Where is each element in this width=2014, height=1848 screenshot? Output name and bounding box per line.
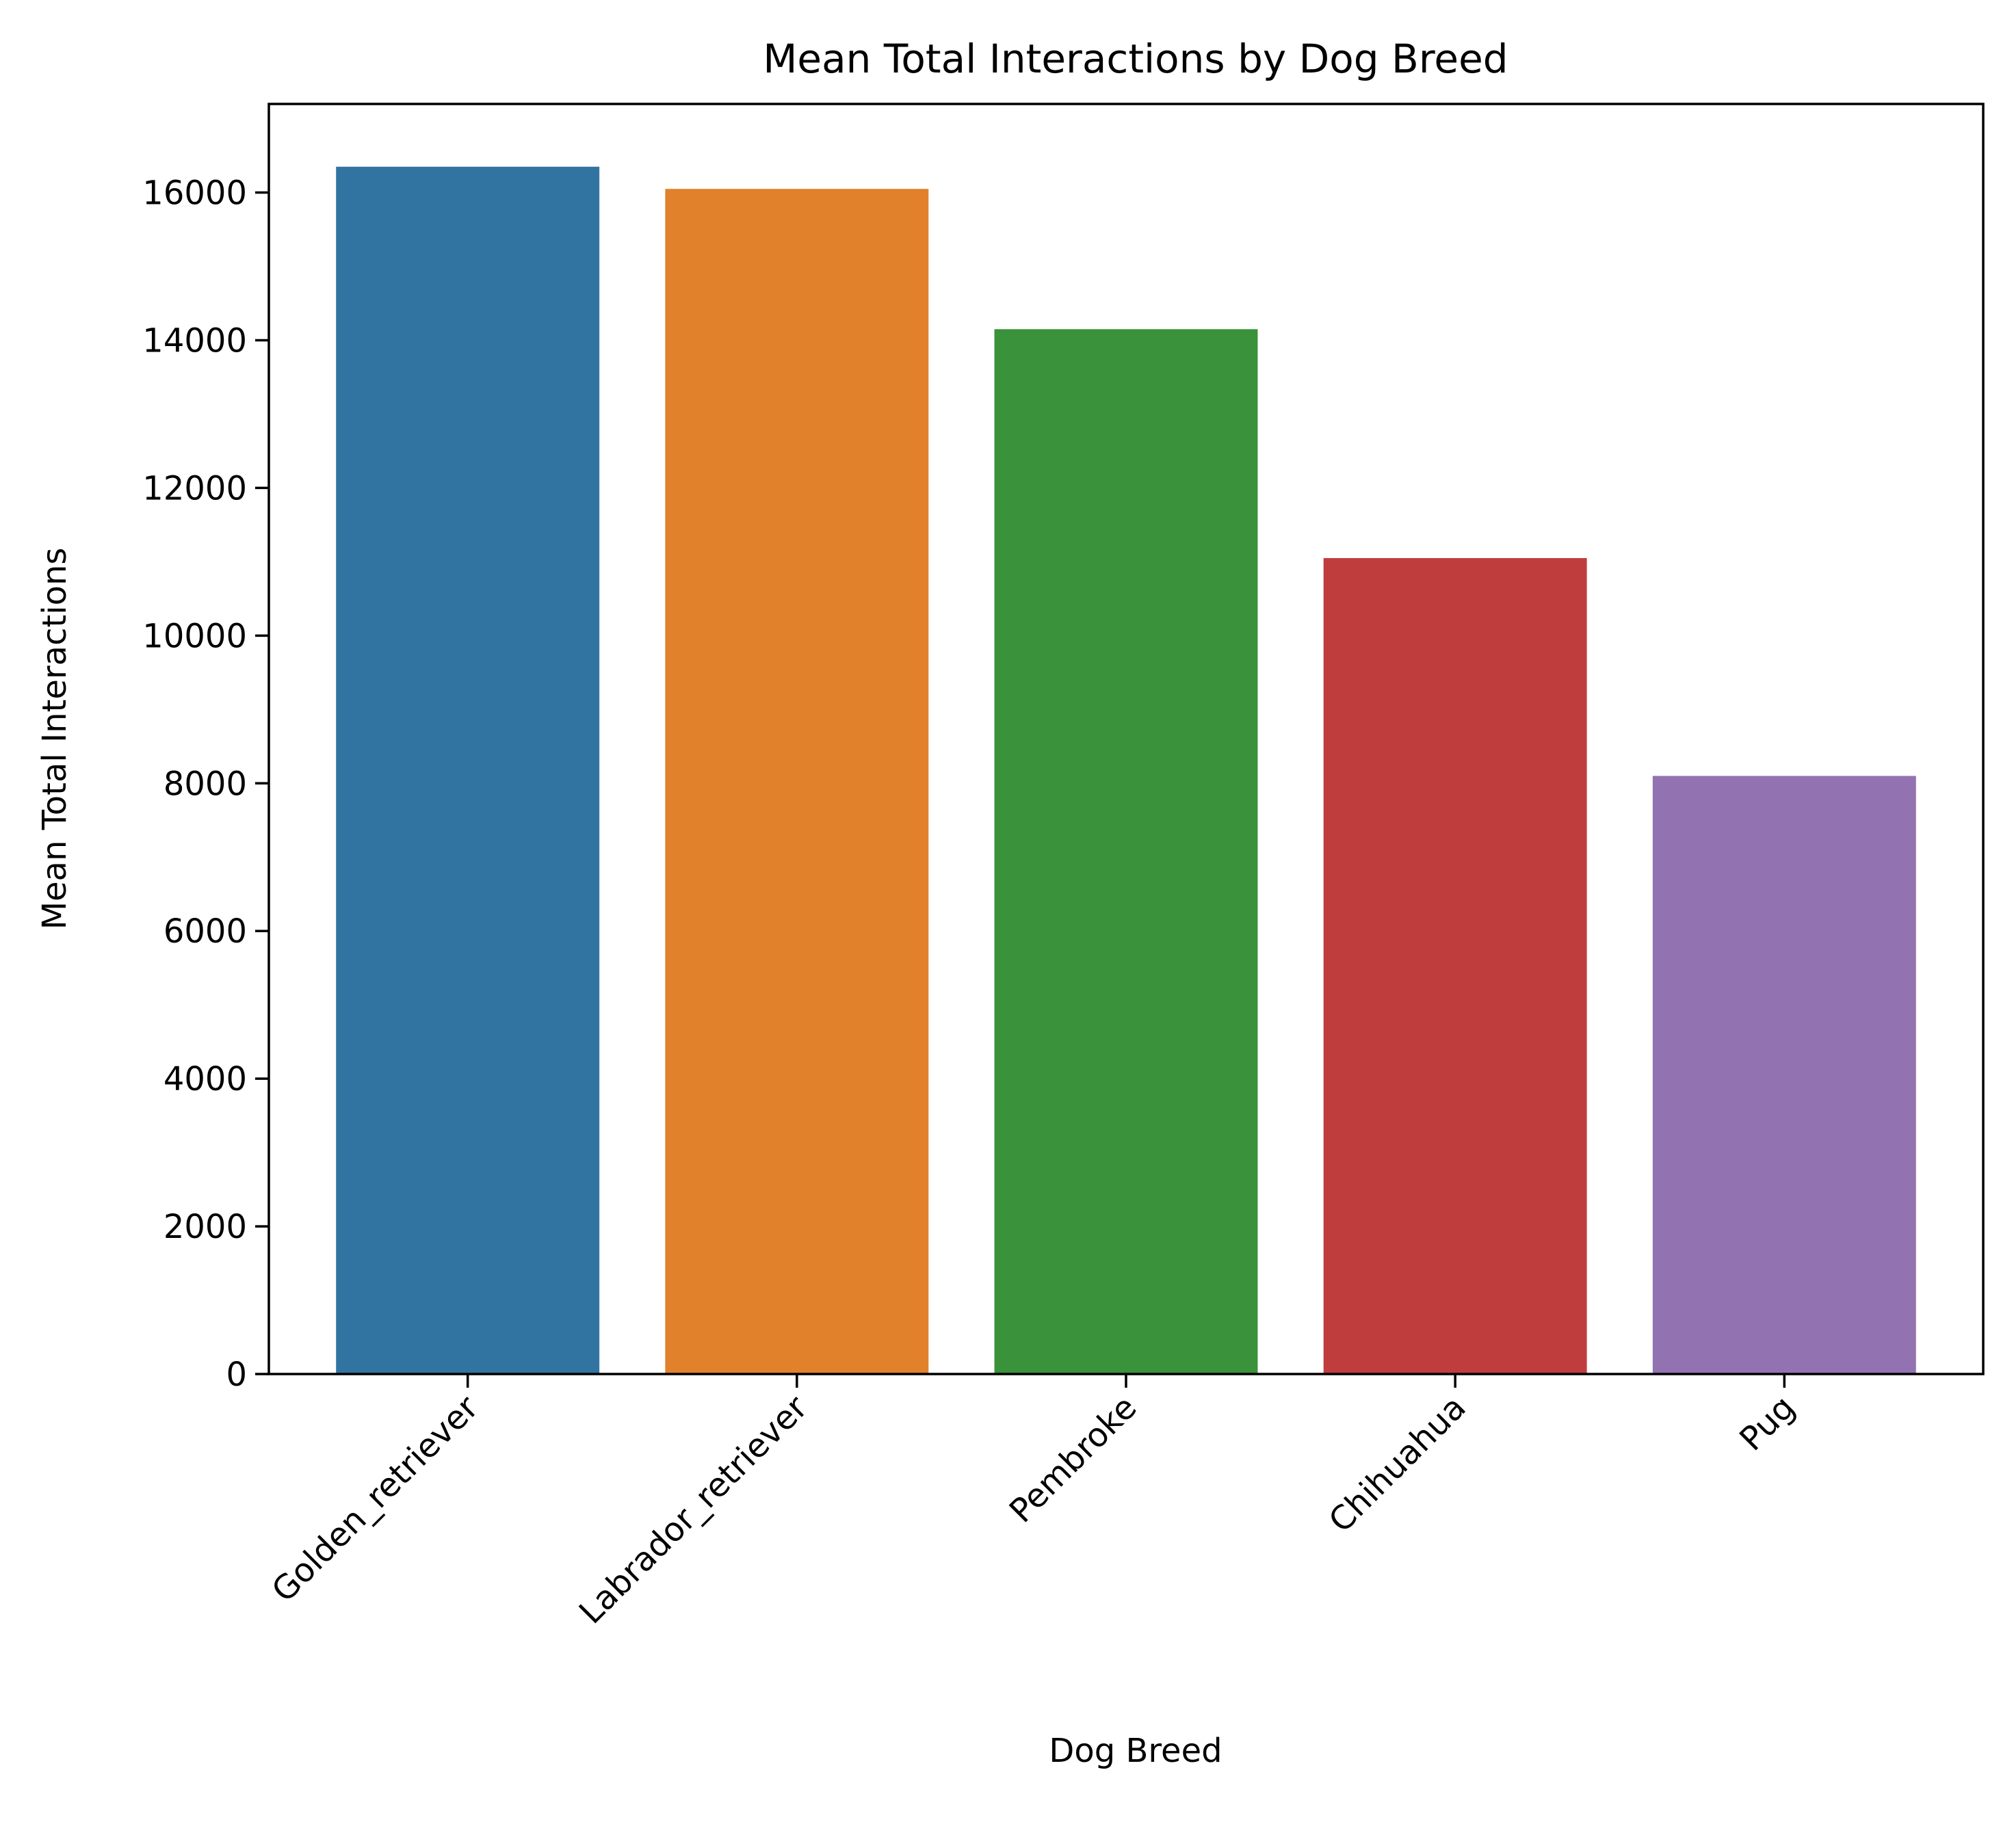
plot-frame xyxy=(267,103,1985,1375)
y-tick-label: 8000 xyxy=(164,765,247,803)
bar-pembroke xyxy=(994,329,1258,1375)
y-tick-label: 2000 xyxy=(164,1208,247,1246)
bar-chihuahua xyxy=(1323,557,1587,1374)
bar-golden-retriever xyxy=(336,166,600,1374)
y-tick-label: 10000 xyxy=(142,617,247,655)
y-tick-label: 4000 xyxy=(164,1060,247,1098)
bar-pug xyxy=(1652,776,1916,1374)
y-tick-label: 12000 xyxy=(142,469,247,507)
chart-title: Mean Total Interactions by Dog Breed xyxy=(763,36,1508,82)
y-tick-label: 6000 xyxy=(164,912,247,951)
y-tick-label: 14000 xyxy=(142,321,247,360)
y-tick-label: 0 xyxy=(226,1356,247,1394)
y-tick-label: 16000 xyxy=(142,174,247,213)
bar-labrador-retriever xyxy=(665,189,929,1374)
x-axis-label: Dog Breed xyxy=(1049,1732,1222,1770)
y-axis-label: Mean Total Interactions xyxy=(36,548,74,930)
